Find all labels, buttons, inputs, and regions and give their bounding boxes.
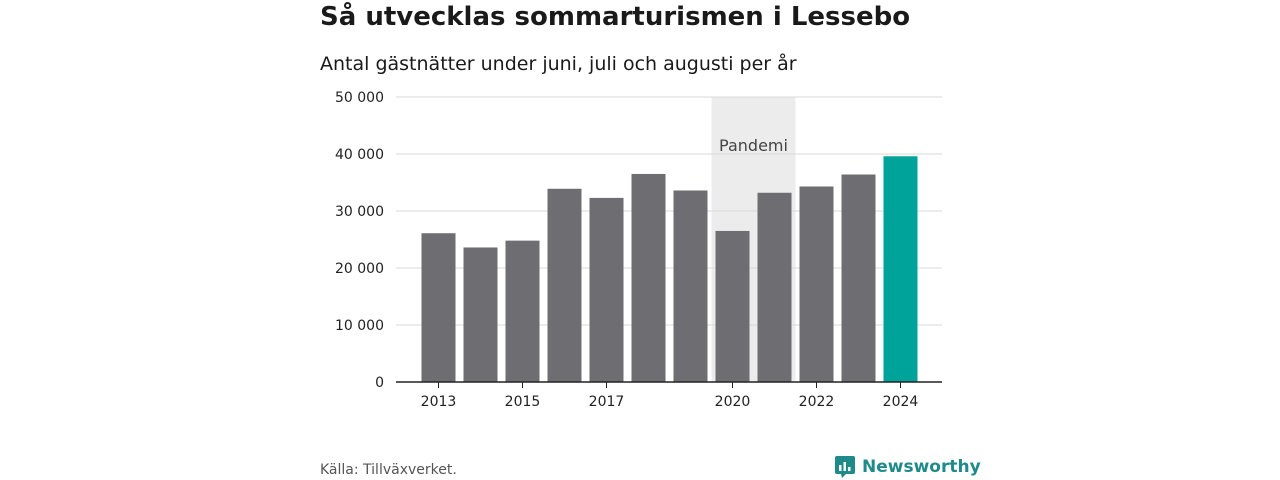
bar — [841, 174, 876, 382]
y-tick-label: 50 000 — [335, 90, 384, 106]
y-tick-label: 30 000 — [335, 204, 384, 220]
y-tick-label: 20 000 — [335, 261, 384, 277]
y-tick-label: 0 — [375, 375, 384, 391]
chart-subtitle: Antal gästnätter under juni, juli och au… — [320, 53, 797, 75]
bar-highlight — [883, 156, 918, 382]
newsworthy-logo-text: Newsworthy — [862, 457, 981, 477]
source-note: Källa: Tillväxverket. — [320, 462, 457, 478]
bar — [631, 173, 666, 382]
newsworthy-logo: Newsworthy — [834, 455, 981, 479]
chart-title: Så utvecklas sommarturismen i Lessebo — [320, 2, 911, 32]
newsworthy-logo-icon — [835, 456, 855, 478]
bar — [589, 197, 624, 382]
bar — [799, 186, 834, 382]
bar — [505, 240, 540, 382]
bar — [757, 192, 792, 382]
x-tick-label: 2017 — [589, 394, 625, 410]
x-tick-label: 2015 — [505, 394, 541, 410]
bar — [421, 233, 456, 382]
bar — [673, 190, 708, 382]
y-tick-label: 10 000 — [335, 318, 384, 334]
bar — [715, 230, 750, 382]
x-tick-label: 2020 — [715, 394, 751, 410]
pandemic-annotation-label: Pandemi — [719, 136, 788, 155]
x-tick-label: 2024 — [883, 394, 919, 410]
x-tick-label: 2013 — [421, 394, 457, 410]
bar — [547, 188, 582, 382]
x-tick-label: 2022 — [799, 394, 835, 410]
bar — [463, 247, 498, 382]
y-tick-label: 40 000 — [335, 147, 384, 163]
